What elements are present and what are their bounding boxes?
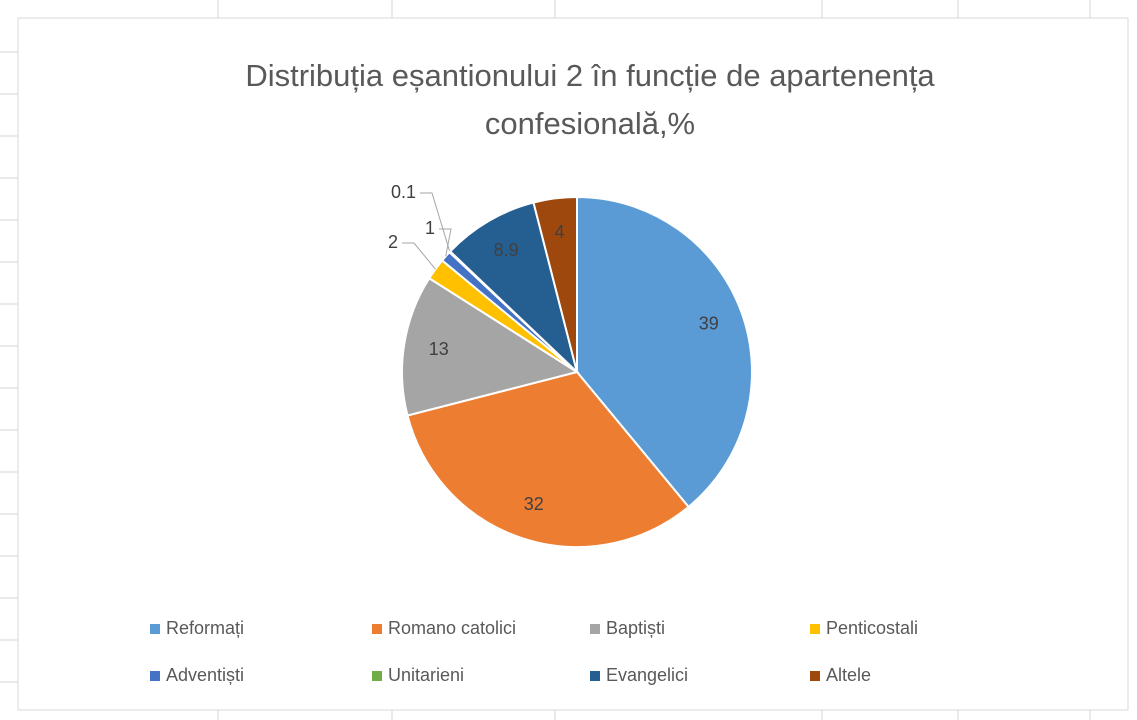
- data-label: 8.9: [494, 240, 519, 260]
- leader-line: [420, 192, 451, 252]
- legend-label: Penticostali: [826, 618, 918, 638]
- legend-label: Unitarieni: [388, 665, 464, 685]
- legend-label: Adventiști: [166, 665, 244, 685]
- data-label: 39: [699, 313, 719, 333]
- pie-slice: [448, 201, 579, 376]
- legend-label: Reformați: [166, 618, 244, 638]
- legend-swatch: [590, 624, 600, 634]
- data-label: 4: [554, 222, 564, 242]
- data-label: 1: [425, 218, 435, 238]
- legend-label: Altele: [826, 665, 871, 685]
- leader-line: [402, 242, 436, 270]
- sheet-grid: [0, 0, 1091, 720]
- data-label: 32: [524, 494, 544, 514]
- legend-label: Romano catolici: [388, 618, 516, 638]
- legend-swatch: [372, 624, 382, 634]
- pie-slice: [576, 195, 753, 509]
- legend-swatch: [590, 671, 600, 681]
- legend-swatch: [150, 671, 160, 681]
- data-label: 13: [429, 339, 449, 359]
- pie-slice: [406, 370, 690, 548]
- legend-swatch: [372, 671, 382, 681]
- data-label: 0.1: [391, 182, 416, 202]
- pie-slice: [532, 195, 578, 373]
- data-label: 2: [388, 232, 398, 252]
- pie-slice: [401, 276, 580, 417]
- legend-label: Baptiști: [606, 618, 665, 638]
- legend-swatch: [150, 624, 160, 634]
- legend-swatch: [810, 671, 820, 681]
- legend-swatch: [810, 624, 820, 634]
- legend-label: Evangelici: [606, 665, 688, 685]
- chart-title: Distribuția eșantionului 2 în funcție de…: [245, 58, 935, 141]
